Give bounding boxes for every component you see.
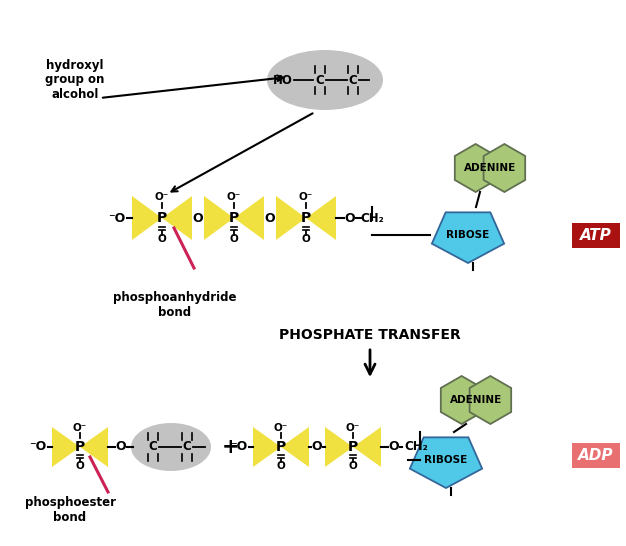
Polygon shape: [234, 196, 264, 240]
Text: ADENINE: ADENINE: [464, 163, 516, 173]
Text: P: P: [75, 440, 85, 454]
Text: ATP: ATP: [580, 228, 612, 242]
Text: ADP: ADP: [578, 448, 613, 462]
Text: C: C: [316, 74, 324, 86]
Text: RIBOSE: RIBOSE: [446, 230, 490, 240]
Text: O: O: [389, 441, 399, 454]
Text: O⁻: O⁻: [155, 192, 169, 202]
Text: ADENINE: ADENINE: [450, 395, 502, 405]
Text: P: P: [276, 440, 286, 454]
Polygon shape: [410, 437, 482, 488]
Polygon shape: [353, 427, 381, 467]
Text: C: C: [349, 74, 357, 86]
Polygon shape: [204, 196, 234, 240]
Polygon shape: [281, 427, 309, 467]
Text: ⁻O: ⁻O: [108, 211, 126, 224]
Text: O: O: [76, 461, 85, 471]
Text: CH₂: CH₂: [404, 441, 428, 454]
Polygon shape: [484, 144, 525, 192]
FancyBboxPatch shape: [572, 223, 620, 248]
Polygon shape: [80, 427, 108, 467]
Text: O: O: [158, 234, 167, 244]
Text: O⁻: O⁻: [227, 192, 241, 202]
FancyBboxPatch shape: [572, 443, 620, 468]
Text: C: C: [148, 441, 157, 454]
Text: O: O: [230, 234, 239, 244]
Polygon shape: [276, 196, 306, 240]
Text: hydroxyl
group on
alcohol: hydroxyl group on alcohol: [45, 58, 105, 102]
Text: O: O: [349, 461, 357, 471]
Text: O: O: [265, 211, 275, 224]
Text: O: O: [345, 211, 356, 224]
Text: P: P: [157, 211, 167, 225]
Text: CH₂: CH₂: [360, 211, 384, 224]
Ellipse shape: [131, 423, 211, 471]
Polygon shape: [306, 196, 336, 240]
Text: RIBOSE: RIBOSE: [424, 455, 468, 465]
Text: O: O: [277, 461, 285, 471]
Text: phosphoester
bond: phosphoester bond: [24, 496, 116, 524]
Polygon shape: [132, 196, 162, 240]
Text: O⁻: O⁻: [299, 192, 313, 202]
Text: phosphoanhydride
bond: phosphoanhydride bond: [113, 291, 237, 319]
Polygon shape: [470, 376, 511, 424]
Polygon shape: [325, 427, 353, 467]
Ellipse shape: [267, 50, 383, 110]
Text: O⁻: O⁻: [346, 423, 360, 433]
Text: PHOSPHATE TRANSFER: PHOSPHATE TRANSFER: [279, 328, 461, 342]
Text: ⁻O: ⁻O: [230, 441, 248, 454]
Text: C: C: [183, 441, 192, 454]
Text: O: O: [193, 211, 203, 224]
Text: O: O: [116, 441, 126, 454]
Text: +: +: [222, 437, 240, 457]
Polygon shape: [455, 144, 496, 192]
Text: O⁻: O⁻: [274, 423, 288, 433]
Text: ⁻O: ⁻O: [29, 441, 46, 454]
Polygon shape: [52, 427, 80, 467]
Text: P: P: [229, 211, 239, 225]
Polygon shape: [441, 376, 483, 424]
Text: O: O: [312, 441, 322, 454]
Text: P: P: [301, 211, 311, 225]
Polygon shape: [162, 196, 192, 240]
Polygon shape: [253, 427, 281, 467]
Text: HO: HO: [273, 74, 293, 86]
Text: O: O: [302, 234, 310, 244]
Polygon shape: [432, 212, 504, 263]
Text: P: P: [348, 440, 358, 454]
Text: O⁻: O⁻: [73, 423, 87, 433]
